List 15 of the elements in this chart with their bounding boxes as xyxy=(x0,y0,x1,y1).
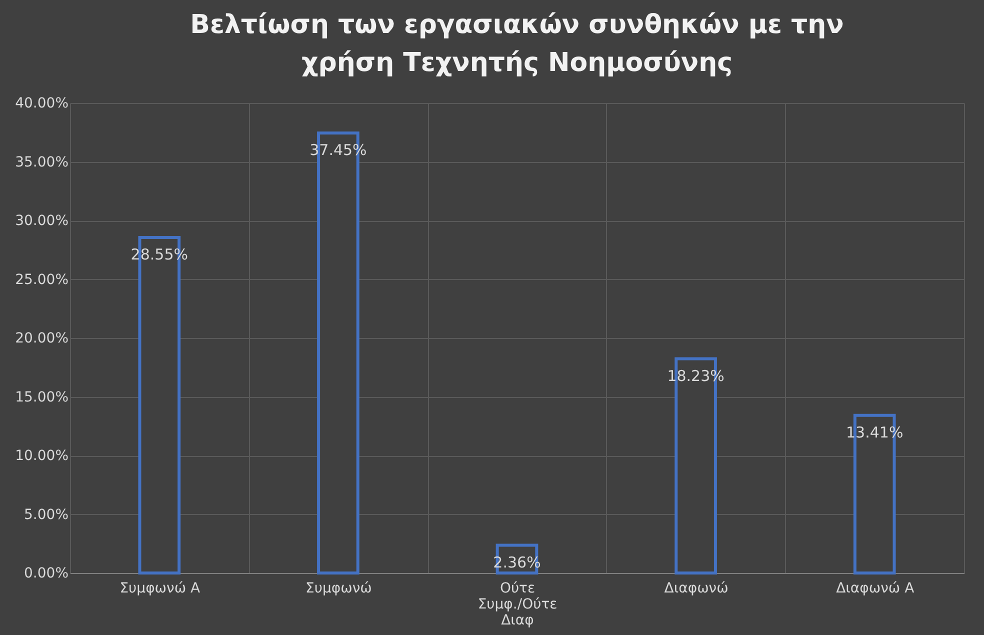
y-tick-label: 15.00% xyxy=(15,389,68,406)
y-tick-label: 25.00% xyxy=(15,272,68,288)
x-tick-label: Συμφωνώ xyxy=(306,580,372,596)
y-tick-label: 0.00% xyxy=(24,566,68,582)
y-tick-label: 5.00% xyxy=(24,506,68,523)
x-tick-label: Διαφωνώ Α xyxy=(836,580,915,596)
y-tick-label: 35.00% xyxy=(15,154,68,170)
y-tick-label: 30.00% xyxy=(15,213,68,229)
y-tick-label: 10.00% xyxy=(15,448,68,464)
y-tick-label: 20.00% xyxy=(15,330,68,346)
x-tick-label: Ούτε Συμφ./Ούτε Διαφ xyxy=(478,580,558,628)
x-tick-label: Διαφωνώ xyxy=(664,580,728,596)
chart-title: Βελτίωση των εργασιακών συνθηκών με την χρήση Τεχνητής Νοημοσύνης xyxy=(190,10,844,78)
y-tick-label: 40.00% xyxy=(15,96,68,112)
x-tick-label: Συμφωνώ Α xyxy=(120,580,201,596)
